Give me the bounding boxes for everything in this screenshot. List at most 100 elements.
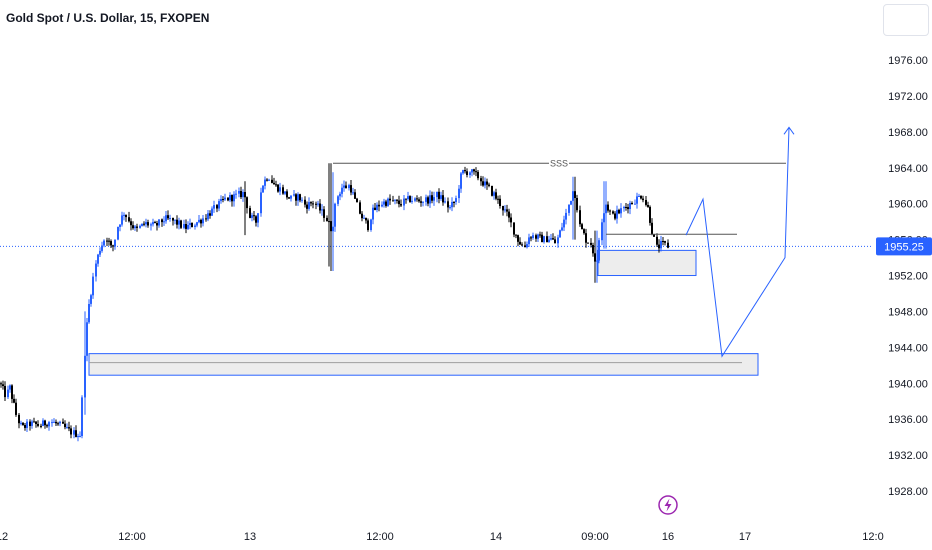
candle-body xyxy=(246,197,248,209)
candle-body xyxy=(627,207,629,210)
candle-body xyxy=(460,173,462,189)
candle-body xyxy=(466,171,468,175)
candle-body xyxy=(403,198,405,206)
candle-body xyxy=(598,240,600,261)
candle-body xyxy=(119,224,121,227)
candle-body xyxy=(198,219,200,223)
candle-body xyxy=(385,201,387,206)
candle-body xyxy=(332,226,334,232)
candle-body xyxy=(574,191,576,198)
candle-body xyxy=(473,169,475,172)
candle-body xyxy=(295,194,297,201)
candle-body xyxy=(640,196,642,199)
x-tick-label: 09:00 xyxy=(581,531,609,543)
candle-body xyxy=(499,198,501,206)
lower-demand-zone[interactable] xyxy=(88,353,759,376)
candle-body xyxy=(409,196,411,202)
candle-body xyxy=(301,199,303,201)
candle-body xyxy=(59,421,61,424)
candle-body xyxy=(178,220,180,225)
candle-body xyxy=(482,181,484,186)
alert-bolt-icon[interactable] xyxy=(658,495,678,515)
candle-body xyxy=(165,215,167,222)
candle-body xyxy=(40,425,42,427)
candle-body xyxy=(323,209,325,218)
candle-body xyxy=(438,191,440,199)
candle-body xyxy=(354,192,356,199)
candle-body xyxy=(220,199,222,202)
candle-body xyxy=(242,192,244,198)
candle-body xyxy=(405,198,407,200)
chart-settings-button[interactable] xyxy=(883,4,929,36)
candle-body xyxy=(649,206,651,223)
candle-body xyxy=(75,430,77,437)
candle-body xyxy=(191,223,193,227)
candle-body xyxy=(70,428,72,435)
candle-body xyxy=(378,204,380,207)
candle-body xyxy=(136,226,138,228)
candle-body xyxy=(185,224,187,229)
candle-body xyxy=(290,195,292,199)
candle-body xyxy=(99,250,101,255)
candle-body xyxy=(502,206,504,211)
candle-body xyxy=(88,304,90,323)
candle-body xyxy=(211,208,213,216)
candle-body xyxy=(526,244,528,248)
projection-path[interactable] xyxy=(685,127,790,358)
candle-body xyxy=(161,219,163,223)
candle-body xyxy=(321,209,323,211)
candle-body xyxy=(304,199,306,205)
candle-body xyxy=(308,202,310,209)
candle-body xyxy=(319,203,321,211)
upper-demand-zone[interactable] xyxy=(597,249,697,277)
candle-body xyxy=(128,217,130,222)
candle-body xyxy=(330,221,332,232)
candle-body xyxy=(585,233,587,243)
candle-body xyxy=(84,355,86,398)
candle-body xyxy=(541,234,543,243)
candle-body xyxy=(273,182,275,185)
candle-body xyxy=(583,229,585,234)
candle-body xyxy=(552,238,554,240)
candle-body xyxy=(383,201,385,205)
candle-body xyxy=(625,207,627,208)
candle-body xyxy=(37,424,39,426)
candle-body xyxy=(605,204,607,214)
candle-body xyxy=(253,215,255,217)
candle-body xyxy=(634,203,636,205)
candle-body xyxy=(288,197,290,199)
y-tick-label: 1944.00 xyxy=(888,342,928,354)
candle-body xyxy=(51,422,53,424)
candle-body xyxy=(418,199,420,202)
candle-body xyxy=(590,242,592,245)
candle-body xyxy=(361,213,363,219)
candle-body xyxy=(222,199,224,200)
candle-body xyxy=(486,181,488,185)
candle-body xyxy=(264,179,266,186)
x-tick-label: 17 xyxy=(739,531,751,543)
candle-body xyxy=(504,209,506,211)
candle-body xyxy=(169,218,171,219)
candle-body xyxy=(440,195,442,199)
candle-body xyxy=(240,191,242,198)
candle-body xyxy=(183,224,185,228)
candle-body xyxy=(570,200,572,205)
candle-body xyxy=(365,217,367,221)
candle-body xyxy=(614,213,616,219)
candle-body xyxy=(11,385,13,399)
candle-body xyxy=(376,204,378,210)
candle-body xyxy=(174,219,176,221)
candle-body xyxy=(537,234,539,239)
candle-body xyxy=(667,242,669,248)
candle-body xyxy=(229,195,231,201)
candle-body xyxy=(68,427,70,429)
candle-body xyxy=(480,178,482,182)
candle-body xyxy=(224,197,226,200)
candle-body xyxy=(554,239,556,244)
candle-body xyxy=(293,194,295,196)
candle-body xyxy=(326,217,328,221)
candle-body xyxy=(581,224,583,230)
candle-body xyxy=(387,198,389,206)
candle-body xyxy=(90,295,92,304)
